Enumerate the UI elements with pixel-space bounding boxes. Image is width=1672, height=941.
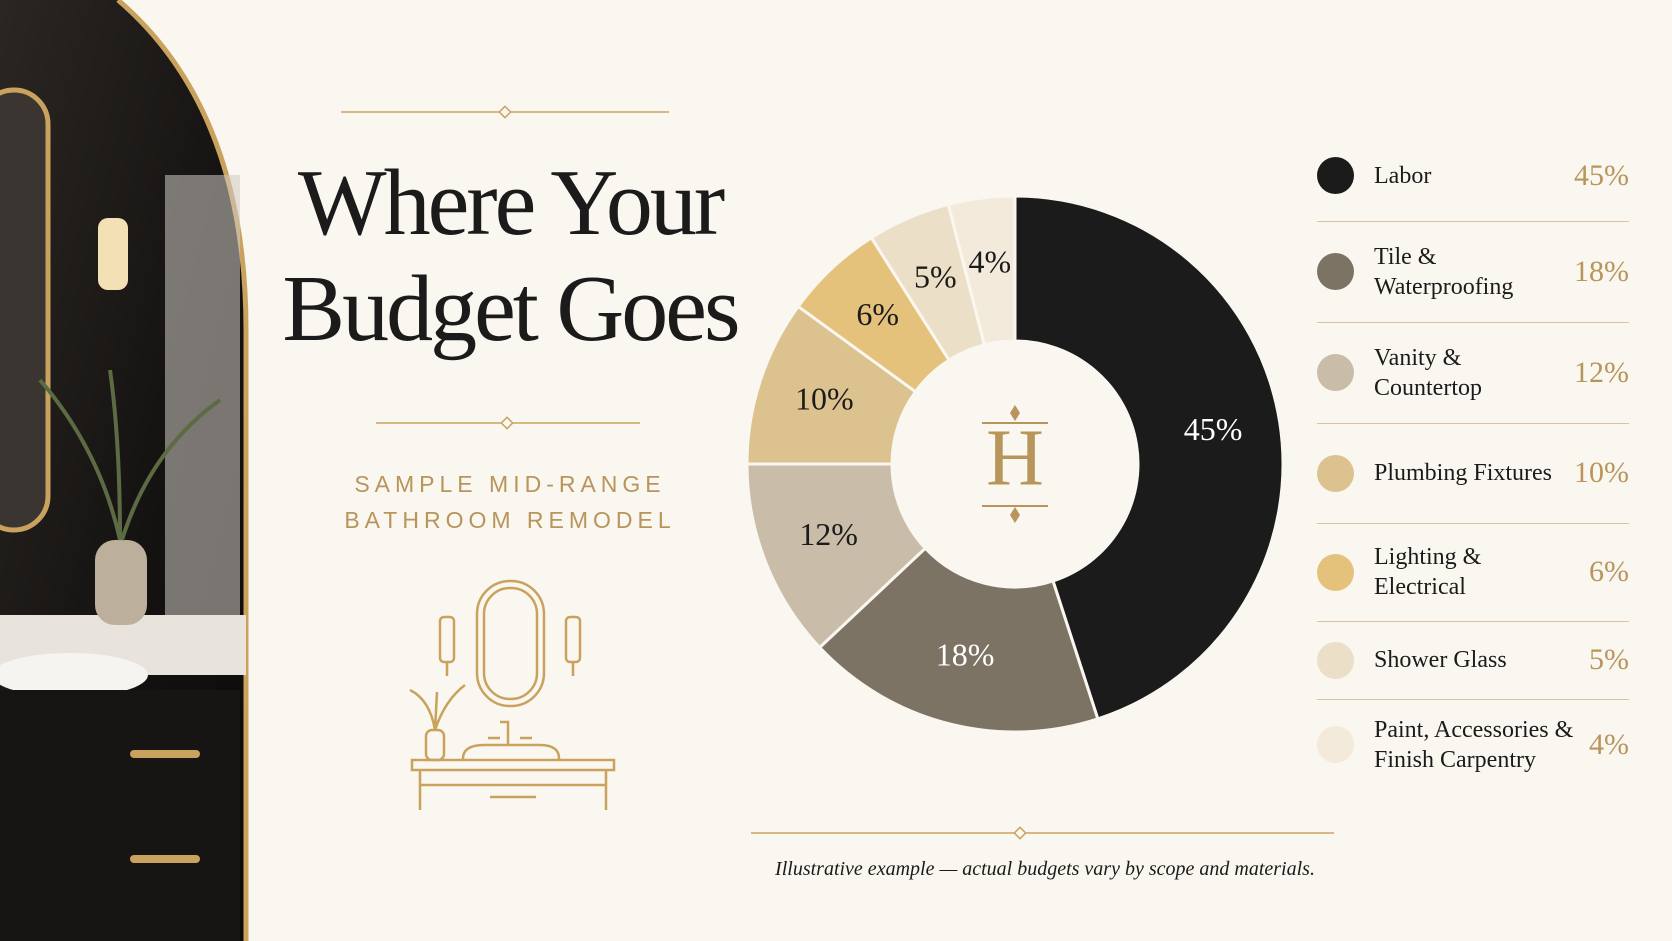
legend-separator bbox=[1317, 322, 1629, 323]
sink bbox=[0, 653, 148, 697]
legend-label: Lighting & Electrical bbox=[1374, 544, 1482, 600]
legend-label: Shower Glass bbox=[1374, 647, 1507, 673]
legend-swatch bbox=[1317, 454, 1354, 492]
slice-label: 6% bbox=[856, 296, 899, 332]
footnote: Illustrative example — actual budgets va… bbox=[775, 858, 1315, 880]
legend-separator bbox=[1317, 423, 1629, 424]
legend-swatch bbox=[1317, 157, 1354, 194]
legend-separator bbox=[1317, 621, 1629, 622]
handle bbox=[130, 855, 200, 863]
slice-label: 4% bbox=[969, 243, 1012, 279]
cabinet bbox=[0, 690, 240, 941]
monogram-ornament bbox=[982, 405, 1048, 523]
legend-item: Plumbing Fixtures 10% bbox=[1317, 423, 1629, 523]
legend-separator bbox=[1317, 221, 1629, 222]
center-label: H bbox=[986, 414, 1044, 502]
legend-item: Lighting & Electrical 6% bbox=[1317, 523, 1629, 621]
chart-subtitle: SAMPLE MID-RANGE BATHROOM REMODEL bbox=[344, 471, 676, 533]
shower bbox=[165, 175, 240, 615]
legend-item: Paint, Accessories & Finish Carpentry 4% bbox=[1317, 699, 1629, 790]
legend-item: Vanity & Countertop 12% bbox=[1317, 322, 1629, 423]
legend-swatch bbox=[1317, 354, 1354, 391]
legend-label: Labor bbox=[1374, 162, 1432, 189]
legend-value: 5% bbox=[1589, 643, 1629, 676]
legend-value: 18% bbox=[1574, 254, 1629, 288]
legend-label: Vanity & Countertop bbox=[1374, 344, 1482, 401]
slice-label: 18% bbox=[936, 637, 995, 673]
legend-separator bbox=[1317, 699, 1629, 700]
slice-label: 5% bbox=[914, 258, 957, 294]
legend-item: Shower Glass 5% bbox=[1317, 621, 1629, 699]
legend-swatch bbox=[1317, 553, 1354, 591]
slice bbox=[946, 194, 1017, 347]
legend-value: 4% bbox=[1589, 727, 1629, 761]
legend-label: Plumbing Fixtures bbox=[1374, 460, 1553, 486]
photo-border bbox=[116, 0, 249, 941]
mirror bbox=[0, 87, 51, 533]
plant bbox=[38, 369, 222, 541]
handle bbox=[130, 750, 200, 758]
vanity-icon bbox=[409, 579, 616, 810]
sconce bbox=[98, 218, 128, 290]
legend-swatch bbox=[1317, 641, 1354, 679]
chart-title: Where Your Budget Goes bbox=[282, 151, 740, 361]
slice bbox=[1013, 194, 1285, 721]
divider bbox=[341, 105, 1334, 840]
legend-label: Tile & Waterproofing bbox=[1374, 243, 1514, 300]
legend-item: Tile & Waterproofing 18% bbox=[1317, 221, 1629, 322]
legend-label: Paint, Accessories & Finish Carpentry bbox=[1374, 716, 1574, 773]
slice-label: 12% bbox=[799, 516, 858, 552]
slice bbox=[817, 546, 1100, 734]
legend-swatch bbox=[1317, 726, 1354, 763]
legend-value: 12% bbox=[1574, 355, 1629, 389]
legend-value: 10% bbox=[1574, 456, 1629, 489]
slice-label: 10% bbox=[795, 380, 854, 416]
legend-swatch bbox=[1317, 253, 1354, 290]
legend-separator bbox=[1317, 523, 1629, 524]
legend-value: 45% bbox=[1574, 158, 1629, 192]
donut: 45% 18% 12% 10% 6% 5% 4% bbox=[745, 194, 1285, 734]
vase bbox=[95, 540, 147, 625]
legend-item: Labor 45% bbox=[1317, 130, 1629, 221]
slice-label: 45% bbox=[1184, 411, 1243, 447]
legend-value: 6% bbox=[1589, 555, 1629, 588]
